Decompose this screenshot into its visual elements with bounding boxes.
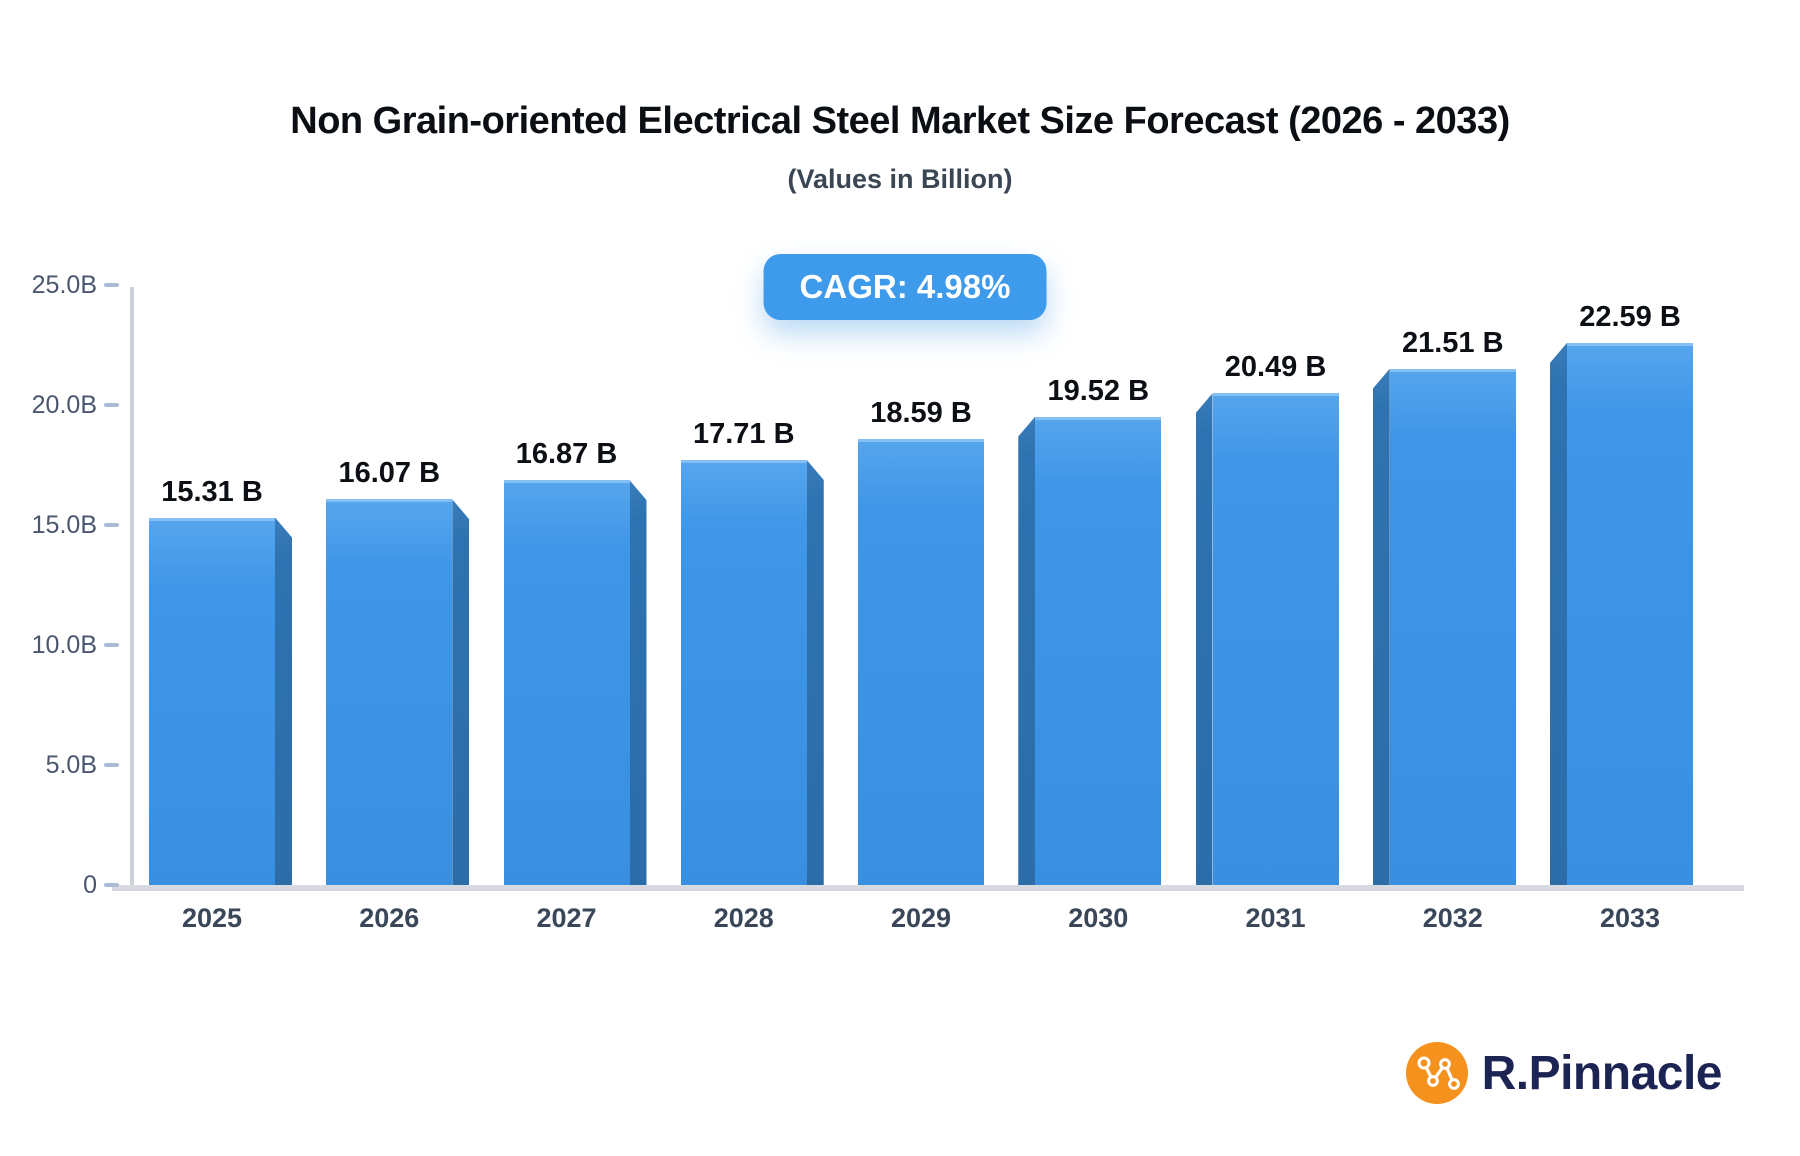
chart-title: Non Grain-oriented Electrical Steel Mark… — [290, 100, 1510, 142]
y-axis-tick-mark — [104, 883, 119, 887]
x-axis-label: 2033 — [1599, 903, 1661, 933]
y-axis-tick-mark — [104, 403, 119, 407]
y-axis-tick-mark — [104, 643, 119, 647]
bar-3d-side — [275, 517, 292, 885]
x-axis-label: 2028 — [713, 903, 774, 933]
y-axis-tick-label: 0 — [83, 871, 97, 899]
y-axis-tick-label: 25.0B — [31, 271, 97, 299]
y-axis-tick-mark — [104, 523, 119, 527]
y-axis-tick-label: 10.0B — [31, 631, 97, 659]
bar-value-label: 16.07 B — [338, 457, 441, 490]
network-nodes-icon — [1405, 1042, 1468, 1104]
bar-3d-side — [806, 459, 824, 885]
bar-3d-side — [1195, 393, 1213, 885]
bar-3d-side — [452, 499, 470, 885]
x-axis-label: 2031 — [1245, 903, 1306, 933]
x-axis-label: 2025 — [181, 903, 243, 933]
bar-2025 — [149, 517, 275, 885]
bar-2033 — [1567, 342, 1693, 885]
bar-value-label: 15.31 B — [161, 475, 263, 508]
bar-value-label: 17.71 B — [692, 417, 795, 450]
bar-value-label: 20.49 B — [1224, 351, 1327, 384]
bar-3d-side — [1550, 342, 1567, 885]
x-axis-label: 2027 — [536, 903, 597, 933]
bar-2026 — [326, 499, 453, 885]
y-axis-tick-label: 20.0B — [31, 391, 97, 419]
cagr-badge: CAGR: 4.98% — [763, 254, 1047, 320]
bar-3d-side — [1372, 368, 1390, 885]
x-axis-baseline — [112, 885, 1744, 891]
bar-2032 — [1389, 368, 1516, 885]
x-axis-label: 2029 — [890, 903, 952, 933]
bar-2030 — [1035, 416, 1162, 885]
x-axis-label: 2030 — [1068, 903, 1129, 933]
brand-name: R.Pinnacle — [1481, 1046, 1723, 1100]
bar-3d-side — [1018, 416, 1036, 885]
bar-2029 — [858, 438, 984, 885]
bar-value-label: 18.59 B — [870, 396, 972, 429]
brand-logo: R.Pinnacle — [1405, 1042, 1723, 1104]
bar-value-label: 21.51 B — [1401, 326, 1504, 359]
bar-value-label: 16.87 B — [515, 438, 618, 471]
x-axis-label: 2032 — [1422, 903, 1483, 933]
bar-value-label: 22.59 B — [1579, 300, 1681, 333]
bar-2027 — [503, 480, 630, 885]
bar-3d-side — [629, 480, 647, 885]
y-axis-tick-label: 15.0B — [31, 511, 97, 539]
y-axis-tick-label: 5.0B — [45, 751, 97, 779]
y-axis-tick-mark — [104, 283, 119, 287]
chart-subtitle: (Values in Billion) — [787, 164, 1013, 194]
bar-2028 — [680, 459, 807, 885]
x-axis-label: 2026 — [359, 903, 420, 933]
bar-2031 — [1212, 393, 1339, 885]
bar-value-label: 19.52 B — [1047, 374, 1150, 407]
y-axis-tick-mark — [104, 763, 119, 767]
y-axis-line — [130, 287, 134, 887]
